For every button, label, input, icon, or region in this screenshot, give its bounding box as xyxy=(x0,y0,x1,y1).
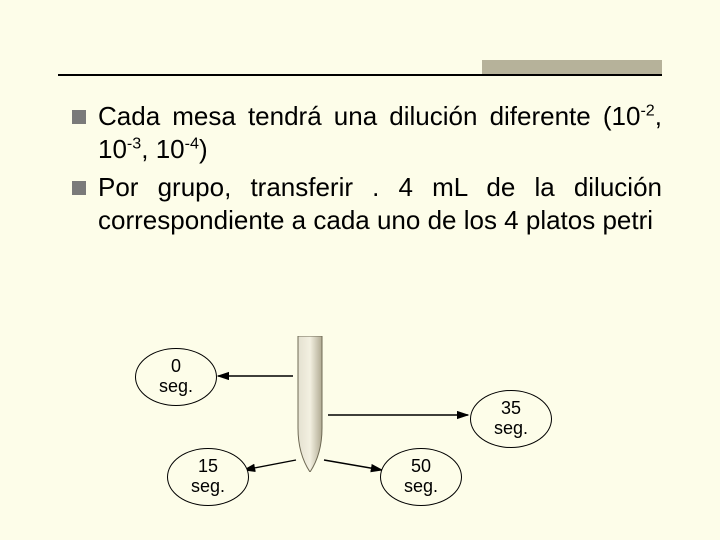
arrow xyxy=(244,460,296,470)
dilution-diagram: 0seg. 35seg. 15seg. 50seg. xyxy=(0,320,720,520)
header-rule xyxy=(58,74,662,76)
bullet-1-text: Cada mesa tendrá una dilución diferente … xyxy=(98,100,662,165)
bullet-item-2: Por grupo, transferir . 4 mL de la diluc… xyxy=(72,171,662,236)
arrow xyxy=(324,460,382,470)
petri-plate-plate-35: 35seg. xyxy=(470,390,552,448)
b1-post: ) xyxy=(199,134,208,164)
petri-plate-plate-15: 15seg. xyxy=(167,448,249,506)
plate-label: 15seg. xyxy=(191,457,225,497)
b1-sup1: -2 xyxy=(640,101,654,119)
plate-label: 35seg. xyxy=(494,399,528,439)
b1-sup2: -3 xyxy=(127,134,141,152)
plate-label: 50seg. xyxy=(404,457,438,497)
petri-plate-plate-50: 50seg. xyxy=(380,448,462,506)
bullet-item-1: Cada mesa tendrá una dilución diferente … xyxy=(72,100,662,165)
b1-pre: Cada mesa tendrá una dilución diferente … xyxy=(98,101,640,131)
b1-sup3: -4 xyxy=(185,134,199,152)
b1-mid2: , 10 xyxy=(141,134,184,164)
plate-label: 0seg. xyxy=(159,357,193,397)
bullet-list: Cada mesa tendrá una dilución diferente … xyxy=(72,100,662,242)
arrows-layer xyxy=(0,320,720,520)
petri-plate-plate-0: 0seg. xyxy=(135,348,217,406)
bullet-square-icon xyxy=(72,110,86,124)
header-accent-bar xyxy=(482,60,662,74)
bullet-square-icon xyxy=(72,181,86,195)
bullet-2-text: Por grupo, transferir . 4 mL de la diluc… xyxy=(98,171,662,236)
